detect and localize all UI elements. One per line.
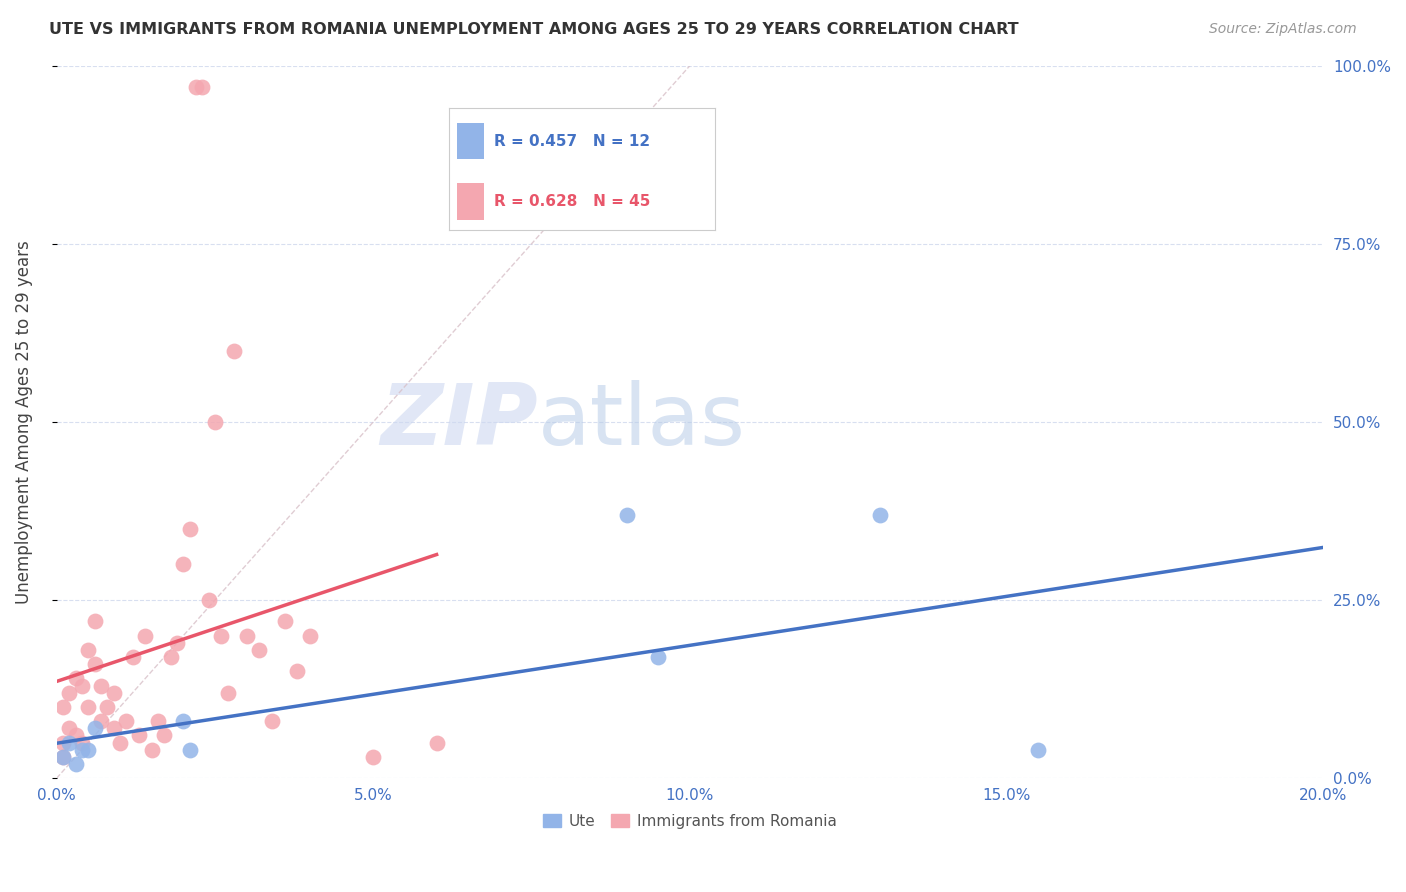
Point xyxy=(285,665,308,679)
Point xyxy=(103,686,125,700)
Point xyxy=(298,629,321,643)
Point xyxy=(217,686,239,700)
Point xyxy=(83,722,105,736)
Point xyxy=(191,80,214,95)
Point xyxy=(179,742,201,756)
Legend: Ute, Immigrants from Romania: Ute, Immigrants from Romania xyxy=(537,807,844,835)
Point xyxy=(1026,742,1049,756)
Point xyxy=(134,629,156,643)
Point xyxy=(52,700,75,714)
Point xyxy=(204,415,226,429)
Point xyxy=(77,643,100,657)
Point xyxy=(65,729,87,743)
Point xyxy=(209,629,232,643)
Text: UTE VS IMMIGRANTS FROM ROMANIA UNEMPLOYMENT AMONG AGES 25 TO 29 YEARS CORRELATIO: UTE VS IMMIGRANTS FROM ROMANIA UNEMPLOYM… xyxy=(49,22,1019,37)
Point xyxy=(869,508,891,522)
Point xyxy=(108,736,131,750)
Point xyxy=(616,508,638,522)
Point xyxy=(77,742,100,756)
Point xyxy=(58,686,80,700)
Point xyxy=(70,736,93,750)
Point xyxy=(103,722,125,736)
Point xyxy=(52,736,75,750)
Point xyxy=(247,643,270,657)
Point xyxy=(58,736,80,750)
Text: Source: ZipAtlas.com: Source: ZipAtlas.com xyxy=(1209,22,1357,37)
Point xyxy=(52,749,75,764)
Point xyxy=(260,714,283,729)
Point xyxy=(235,629,257,643)
Point xyxy=(222,343,245,358)
Point xyxy=(115,714,138,729)
Point xyxy=(273,615,295,629)
Point xyxy=(65,672,87,686)
Point xyxy=(77,700,100,714)
Point xyxy=(361,749,384,764)
Point xyxy=(70,679,93,693)
Point xyxy=(146,714,169,729)
Point xyxy=(159,650,181,665)
Point xyxy=(90,679,112,693)
Point xyxy=(166,636,188,650)
Point xyxy=(121,650,143,665)
Point xyxy=(128,729,150,743)
Point xyxy=(153,729,176,743)
Point xyxy=(172,558,194,572)
Point xyxy=(184,80,207,95)
Point xyxy=(647,650,669,665)
Text: atlas: atlas xyxy=(538,380,747,464)
Point xyxy=(65,756,87,771)
Point xyxy=(52,749,75,764)
Point xyxy=(141,742,163,756)
Point xyxy=(83,615,105,629)
Point xyxy=(83,657,105,672)
Point xyxy=(426,736,449,750)
Point xyxy=(90,714,112,729)
Point xyxy=(70,742,93,756)
Point xyxy=(172,714,194,729)
Point xyxy=(58,722,80,736)
Point xyxy=(197,593,219,607)
Point xyxy=(179,522,201,536)
Y-axis label: Unemployment Among Ages 25 to 29 years: Unemployment Among Ages 25 to 29 years xyxy=(15,240,32,604)
Point xyxy=(96,700,118,714)
Text: ZIP: ZIP xyxy=(380,380,538,464)
